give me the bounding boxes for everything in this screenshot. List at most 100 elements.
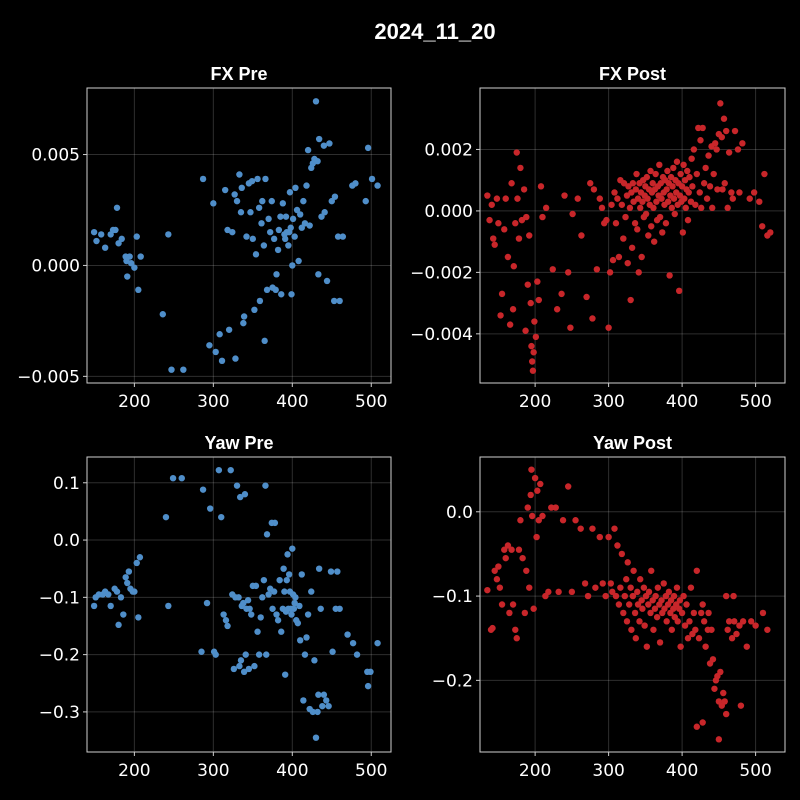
data-point	[761, 170, 768, 178]
data-point	[628, 244, 636, 251]
data-point	[498, 290, 506, 298]
data-point	[295, 257, 302, 265]
data-point	[559, 517, 567, 524]
data-point	[330, 297, 338, 305]
data-point	[733, 630, 740, 638]
data-point	[524, 281, 531, 288]
data-point	[240, 313, 248, 320]
data-point	[721, 698, 728, 705]
data-point	[692, 201, 699, 208]
data-point	[292, 184, 299, 192]
data-point	[233, 197, 241, 205]
fx-post-x-tick-label: 400	[666, 392, 698, 412]
data-point	[549, 266, 556, 273]
data-point	[715, 736, 723, 743]
data-point	[298, 571, 305, 578]
data-point	[312, 734, 320, 741]
data-point	[509, 601, 517, 608]
data-point	[90, 602, 98, 610]
data-point	[133, 559, 140, 567]
data-point	[133, 233, 140, 240]
data-point	[555, 588, 562, 596]
data-point	[615, 601, 623, 608]
data-point	[249, 235, 257, 243]
data-point	[629, 592, 637, 600]
data-point	[315, 135, 323, 143]
data-point	[260, 242, 268, 249]
data-point	[493, 576, 501, 583]
data-point	[274, 617, 282, 624]
data-point	[527, 299, 534, 307]
data-point	[296, 211, 304, 218]
data-point	[275, 226, 283, 234]
data-point	[644, 195, 651, 202]
data-point	[724, 204, 731, 212]
data-point	[660, 580, 667, 587]
data-point	[605, 533, 612, 541]
data-point	[677, 170, 684, 178]
fx-post-x-tick-label: 300	[592, 392, 624, 412]
data-point	[280, 565, 287, 572]
data-point	[198, 648, 205, 655]
data-point	[747, 618, 755, 625]
data-point	[218, 357, 226, 365]
data-point	[286, 189, 294, 196]
data-point	[278, 628, 285, 635]
data-point	[627, 584, 634, 591]
data-point	[602, 592, 609, 600]
data-point	[233, 482, 241, 489]
data-point	[240, 319, 247, 327]
data-point	[529, 367, 537, 374]
data-point	[620, 235, 627, 242]
data-point	[256, 297, 264, 305]
data-point	[632, 186, 640, 193]
data-point	[636, 618, 643, 625]
data-point	[344, 631, 351, 638]
data-point	[101, 244, 109, 251]
data-point	[649, 180, 656, 187]
data-point	[504, 542, 512, 549]
data-point	[631, 220, 639, 227]
data-point	[236, 662, 243, 670]
data-point	[317, 605, 324, 612]
yaw-pre-y-tick-label: 0.1	[53, 474, 80, 494]
data-point	[650, 204, 657, 212]
data-point	[731, 618, 738, 625]
data-point	[711, 140, 719, 147]
data-point	[498, 601, 506, 608]
data-point	[282, 213, 290, 220]
fx-pre-panel: 200 300 400 500 −0.005 0.000 0.005 FX Pre	[17, 64, 392, 412]
data-point	[107, 602, 114, 610]
data-point	[581, 580, 589, 587]
data-point	[251, 662, 258, 670]
data-point	[629, 180, 637, 187]
data-point	[515, 235, 523, 242]
data-point	[578, 232, 585, 239]
data-point	[670, 164, 677, 172]
data-point	[632, 635, 640, 642]
data-point	[93, 237, 100, 245]
data-point	[698, 204, 705, 212]
data-point	[731, 127, 739, 135]
data-point	[323, 697, 330, 704]
data-point	[648, 567, 655, 574]
data-point	[624, 259, 631, 267]
data-point	[522, 327, 529, 334]
data-point	[617, 584, 624, 591]
data-point	[723, 710, 730, 718]
data-point	[695, 635, 703, 642]
data-point	[304, 146, 312, 154]
data-point	[664, 198, 672, 205]
data-point	[526, 232, 533, 239]
data-point	[284, 551, 291, 558]
data-point	[262, 175, 269, 183]
data-point	[642, 210, 650, 218]
data-point	[759, 223, 766, 230]
data-point	[730, 592, 737, 600]
data-point	[596, 533, 603, 541]
data-point	[630, 567, 637, 574]
fx-post-panel: 200 300 400 500 −0.004 −0.002 0.000 0.002 FX Pos…	[410, 64, 786, 412]
data-point	[242, 651, 249, 658]
data-point	[137, 253, 144, 260]
yaw-pre-points	[90, 466, 381, 741]
